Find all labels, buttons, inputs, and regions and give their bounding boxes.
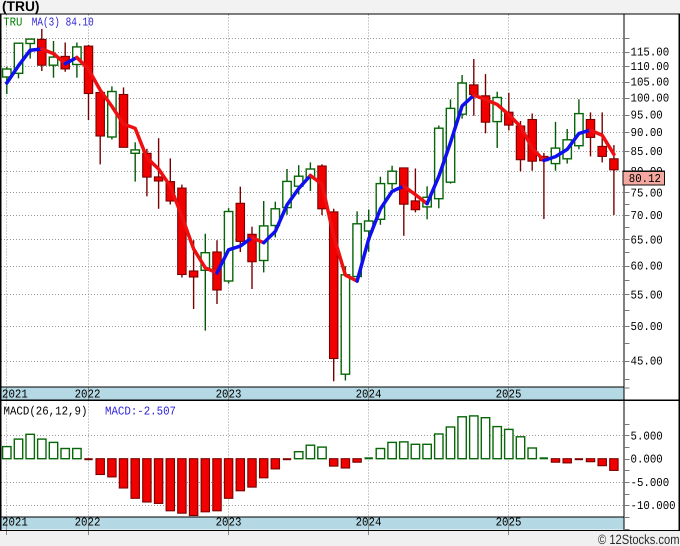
svg-text:2022: 2022	[75, 516, 101, 530]
svg-text:2025: 2025	[496, 516, 522, 530]
svg-text:2022: 2022	[75, 388, 101, 402]
svg-text:50.00: 50.00	[631, 320, 663, 334]
svg-text:2021: 2021	[2, 388, 28, 402]
svg-text:-5.000: -5.000	[631, 476, 670, 490]
svg-text:110.00: 110.00	[631, 60, 670, 74]
svg-text:100.00: 100.00	[631, 92, 670, 106]
svg-text:MA(3): MA(3)	[32, 15, 60, 29]
svg-text:-10.000: -10.000	[631, 499, 676, 513]
svg-text:84.10: 84.10	[66, 15, 94, 29]
svg-text:105.00: 105.00	[631, 76, 670, 90]
svg-text:2025: 2025	[496, 388, 522, 402]
svg-text:TRU: TRU	[3, 15, 22, 29]
svg-text:60.00: 60.00	[631, 260, 663, 274]
svg-text:2023: 2023	[216, 388, 242, 402]
svg-text:70.00: 70.00	[631, 209, 663, 223]
svg-text:2024: 2024	[356, 388, 382, 402]
svg-text:65.00: 65.00	[631, 233, 663, 247]
svg-text:MACD(26,12,9): MACD(26,12,9)	[4, 405, 88, 419]
svg-text:80.12: 80.12	[629, 172, 661, 186]
svg-text:MACD:-2.507: MACD:-2.507	[105, 405, 176, 419]
svg-text:2021: 2021	[2, 516, 28, 530]
svg-text:2023: 2023	[216, 516, 242, 530]
svg-text:90.00: 90.00	[631, 126, 663, 140]
svg-text:85.00: 85.00	[631, 145, 663, 159]
svg-text:© 12Stocks.com: © 12Stocks.com	[598, 532, 680, 546]
svg-text:45.00: 45.00	[631, 355, 663, 369]
svg-text:75.00: 75.00	[631, 186, 663, 200]
svg-text:5.000: 5.000	[631, 429, 663, 443]
svg-text:115.00: 115.00	[631, 46, 670, 60]
svg-text:(TRU): (TRU)	[2, 0, 40, 14]
svg-text:55.00: 55.00	[631, 288, 663, 302]
svg-text:95.00: 95.00	[631, 108, 663, 122]
svg-text:2024: 2024	[356, 516, 382, 530]
svg-text:0.000: 0.000	[631, 453, 663, 467]
